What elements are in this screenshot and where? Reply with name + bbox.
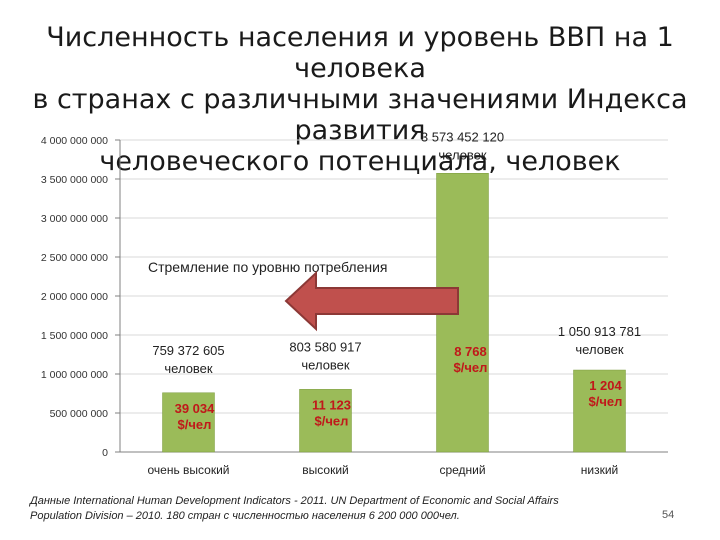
population-label: 803 580 917 — [289, 339, 361, 354]
gdp-per-capita-label: 8 768 — [454, 344, 487, 359]
trend-arrow — [284, 270, 459, 332]
title-line-1: Численность населения и уровень ВВП на 1… — [46, 22, 674, 84]
population-label-unit: человек — [575, 342, 624, 357]
population-label: 3 573 452 120 — [421, 129, 504, 144]
gdp-per-capita-unit: $/чел — [589, 394, 623, 409]
gdp-per-capita-unit: $/чел — [178, 417, 212, 432]
y-tick-label: 2 000 000 000 — [41, 291, 108, 303]
x-tick-label: высокий — [302, 463, 348, 477]
bar — [573, 369, 626, 453]
y-tick-label: 1 000 000 000 — [41, 369, 108, 381]
x-tick-label: низкий — [581, 463, 619, 477]
y-tick-label: 0 — [102, 447, 108, 459]
y-tick-label: 3 500 000 000 — [41, 174, 108, 186]
page-title: Численность населения и уровень ВВП на 1… — [20, 22, 700, 177]
population-label-unit: человек — [438, 147, 487, 162]
y-tick-label: 1 500 000 000 — [41, 330, 108, 342]
bar-chart: 0 500 000 000 1 000 000 000 1 500 000 000 2 … — [41, 129, 668, 477]
gdp-per-capita-label: 39 034 — [175, 401, 216, 416]
y-tick-label: 2 500 000 000 — [41, 252, 108, 264]
population-label-unit: человек — [301, 357, 350, 372]
bar — [162, 392, 215, 453]
population-label: 759 372 605 — [152, 343, 224, 358]
title-line-3: человеческого потенциала, человек — [99, 146, 621, 177]
footnote-line-2: Population Division – 2010. 180 стран с … — [30, 510, 460, 522]
bar — [299, 389, 352, 453]
gdp-per-capita-label: 1 204 — [589, 378, 622, 393]
title-line-2: в странах с различными значениями Индекс… — [32, 84, 688, 146]
population-label-unit: человек — [164, 361, 213, 376]
x-tick-label: очень высокий — [147, 463, 229, 477]
footnote-line-1: Данные International Human Development I… — [30, 495, 559, 507]
y-tick-label: 500 000 000 — [50, 408, 109, 420]
gdp-per-capita-label: 11 123 — [312, 397, 351, 412]
gdp-per-capita-unit: $/чел — [315, 413, 349, 428]
x-tick-label: средний — [439, 463, 485, 477]
trend-annotation: Стремление по уровню потребления — [148, 259, 388, 275]
gdp-per-capita-unit: $/чел — [454, 360, 488, 375]
y-tick-label: 4 000 000 000 — [41, 135, 108, 147]
y-tick-label: 3 000 000 000 — [41, 213, 108, 225]
page-number: 54 — [662, 509, 675, 521]
population-label: 1 050 913 781 — [558, 324, 641, 339]
source-footnote: Данные International Human Development I… — [30, 494, 630, 524]
